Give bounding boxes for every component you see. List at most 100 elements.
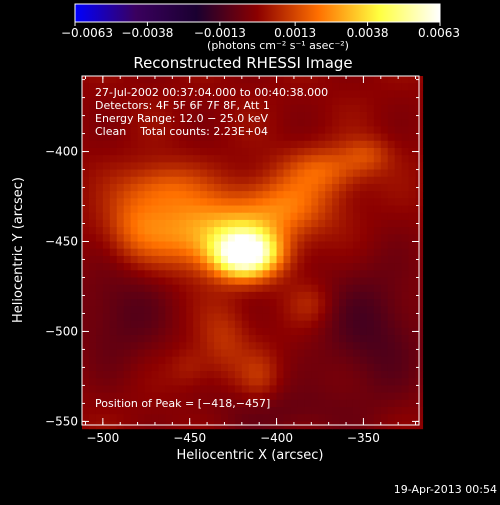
heatmap-cell: [172, 263, 180, 271]
heatmap-cell: [276, 212, 285, 221]
heatmap-cell: [304, 378, 312, 387]
heatmap-cell: [346, 313, 354, 322]
heatmap-cell: [318, 378, 326, 387]
heatmap-cell: [380, 284, 389, 293]
heatmap-cell: [186, 111, 194, 120]
heatmap-cell: [130, 255, 139, 264]
heatmap-cell: [297, 270, 305, 279]
heatmap-cell: [158, 241, 166, 250]
heatmap-cell: [269, 284, 278, 293]
heatmap-cell: [276, 227, 285, 235]
heatmap-cell: [269, 291, 278, 300]
heatmap-cell: [214, 335, 222, 343]
heatmap-cell: [339, 147, 347, 156]
heatmap-cell: [339, 183, 347, 192]
heatmap-cell: [325, 198, 333, 207]
heatmap-cell: [227, 227, 236, 235]
heatmap-cell: [325, 241, 333, 250]
heatmap-cell: [318, 349, 326, 358]
heatmap-cell: [234, 212, 243, 221]
heatmap-cell: [241, 119, 250, 127]
heatmap-cell: [346, 119, 354, 127]
heatmap-cell: [311, 399, 319, 408]
heatmap-cell: [109, 349, 118, 358]
heatmap-cell: [373, 299, 382, 307]
heatmap-cell: [401, 104, 410, 113]
heatmap-cell: [359, 371, 368, 379]
heatmap-cell: [325, 414, 333, 423]
heatmap-cell: [304, 320, 312, 329]
heatmap-cell: [248, 291, 257, 300]
heatmap-cell: [359, 205, 368, 214]
heatmap-cell: [380, 133, 389, 142]
heatmap-cell: [290, 342, 299, 351]
heatmap-cell: [352, 299, 361, 307]
heatmap-cell: [248, 241, 257, 250]
heatmap-cell: [332, 291, 340, 300]
heatmap-cell: [311, 284, 319, 293]
heatmap-cell: [186, 147, 194, 156]
heatmap-cell: [193, 90, 201, 99]
heatmap-cell: [366, 378, 375, 387]
heatmap-cell: [255, 349, 264, 358]
heatmap-cell: [262, 363, 271, 372]
heatmap-cell: [394, 76, 403, 84]
heatmap-cell: [304, 76, 312, 84]
heatmap-cell: [283, 227, 292, 235]
heatmap-cell: [130, 212, 139, 221]
heatmap-cell: [269, 169, 278, 178]
heatmap-cell: [394, 407, 403, 415]
heatmap-cell: [123, 263, 132, 271]
heatmap-cell: [366, 126, 375, 135]
heatmap-cell: [116, 277, 125, 286]
heatmap-cell: [318, 248, 326, 257]
heatmap-cell: [332, 97, 340, 106]
heatmap-cell: [207, 399, 215, 408]
heatmap-cell: [220, 306, 229, 315]
heatmap-cell: [234, 227, 243, 235]
heatmap-cell: [88, 255, 97, 264]
heatmap-cell: [269, 306, 278, 315]
heatmap-cell: [214, 392, 222, 401]
heatmap-cell: [82, 385, 90, 394]
heatmap-cell: [186, 299, 194, 307]
heatmap-cell: [241, 169, 250, 178]
heatmap-cell: [255, 169, 264, 178]
heatmap-cell: [283, 83, 292, 91]
heatmap-cell: [394, 284, 403, 293]
heatmap-cell: [88, 378, 97, 387]
heatmap-cell: [200, 263, 208, 271]
heatmap-cell: [151, 306, 160, 315]
heatmap-cell: [241, 227, 250, 235]
heatmap-cell: [311, 90, 319, 99]
heatmap-cell: [401, 349, 410, 358]
heatmap-cell: [325, 255, 333, 264]
heatmap-cell: [387, 248, 396, 257]
heatmap-cell: [137, 212, 146, 221]
heatmap-cell: [346, 104, 354, 113]
heatmap-cell: [172, 299, 180, 307]
heatmap-cell: [248, 133, 257, 142]
heatmap-cell: [123, 291, 132, 300]
heatmap-cell: [394, 234, 403, 243]
heatmap-cell: [241, 263, 250, 271]
heatmap-cell: [297, 342, 305, 351]
heatmap-cell: [262, 414, 271, 423]
heatmap-cell: [144, 83, 153, 91]
heatmap-cell: [158, 83, 166, 91]
colorbar: −0.0063 −0.0038 −0.0013 0.0013 0.0038 0.0063 …: [61, 3, 460, 52]
heatmap-cell: [123, 335, 132, 343]
heatmap-cell: [200, 97, 208, 106]
heatmap-cell: [373, 277, 382, 286]
heatmap-cell: [116, 198, 125, 207]
heatmap-cell: [137, 111, 146, 120]
heatmap-cell: [130, 76, 139, 84]
heatmap-cell: [359, 126, 368, 135]
heatmap-cell: [318, 162, 326, 171]
heatmap-cell: [255, 90, 264, 99]
heatmap-cell: [332, 320, 340, 329]
heatmap-cell: [318, 241, 326, 250]
heatmap-cell: [304, 263, 312, 271]
heatmap-cell: [130, 407, 139, 415]
heatmap-cell: [144, 227, 153, 235]
